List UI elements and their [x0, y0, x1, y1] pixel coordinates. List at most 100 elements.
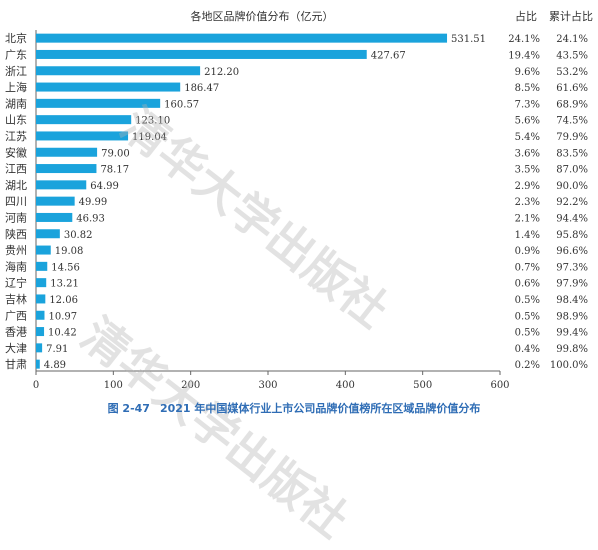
bar	[36, 66, 201, 76]
category-label: 吉林	[5, 292, 27, 306]
category-label: 安徽	[5, 145, 27, 159]
cumulative-share-label: 97.3%	[556, 262, 588, 273]
x-axis-ticks: 0 100 200 300 400 500 600	[33, 371, 510, 391]
category-label: 辽宁	[5, 276, 27, 290]
share-label: 0.6%	[515, 279, 540, 290]
x-tick-label: 0	[33, 380, 39, 391]
bar-chart: 各地区品牌价值分布（亿元） 占比 累计占比 北京 531.51 24.1% 24.1%…	[5, 9, 593, 391]
bar	[36, 229, 60, 239]
category-label: 上海	[5, 80, 27, 94]
category-label: 四川	[5, 195, 27, 208]
bar-value-label: 119.04	[132, 132, 167, 143]
share-label: 5.6%	[515, 116, 540, 127]
share-label: 2.3%	[515, 197, 540, 208]
cumulative-share-label: 53.2%	[556, 67, 588, 78]
category-label: 贵州	[5, 244, 27, 257]
bar	[36, 261, 48, 271]
bar-value-label: 160.57	[164, 99, 199, 110]
bar	[36, 180, 87, 190]
bar	[36, 115, 132, 125]
category-label: 陕西	[5, 227, 27, 241]
figure-caption: 图 2-47 2021 年中国媒体行业上市公司品牌价值榜所在区域品牌价值分布	[0, 400, 598, 416]
bar-value-label: 212.20	[204, 67, 239, 78]
cumulative-share-label: 43.5%	[556, 50, 588, 61]
category-label: 甘肃	[5, 358, 27, 371]
cumulative-share-label: 87.0%	[556, 165, 588, 176]
bar-value-label: 427.67	[371, 50, 406, 61]
x-tick-label: 100	[104, 380, 123, 391]
category-label: 大津	[5, 341, 27, 355]
cumulative-share-label: 61.6%	[556, 83, 588, 94]
x-tick-label: 500	[413, 380, 432, 391]
cumulative-share-label: 96.6%	[556, 246, 588, 257]
share-label: 9.6%	[515, 67, 540, 78]
cumulative-share-label: 90.0%	[556, 181, 588, 192]
share-label: 5.4%	[515, 132, 540, 143]
cumulative-share-label: 94.4%	[556, 213, 588, 224]
bar	[36, 196, 75, 206]
share-label: 0.5%	[515, 295, 540, 306]
chart-figure: 各地区品牌价值分布（亿元） 占比 累计占比 北京 531.51 24.1% 24.1%…	[0, 9, 598, 548]
bar	[36, 33, 448, 43]
bar-value-label: 49.99	[79, 197, 108, 208]
share-label: 7.3%	[515, 99, 540, 110]
bar-value-label: 46.93	[76, 213, 105, 224]
bar-value-label: 78.17	[100, 165, 129, 176]
bar	[36, 164, 97, 174]
cumulative-share-label: 79.9%	[556, 132, 588, 143]
category-label: 江苏	[5, 130, 27, 143]
category-label: 海南	[5, 259, 27, 273]
bar	[36, 131, 129, 141]
bar-value-label: 13.21	[50, 279, 79, 290]
x-tick-label: 600	[490, 380, 509, 391]
bar	[36, 327, 45, 337]
cumulative-share-label: 99.4%	[556, 328, 588, 339]
bar	[36, 49, 367, 59]
bar	[36, 245, 51, 255]
share-label: 3.5%	[515, 165, 540, 176]
cumulative-share-label: 95.8%	[556, 230, 588, 241]
share-label: 0.5%	[515, 311, 540, 322]
category-label: 山东	[5, 114, 27, 127]
share-label: 0.5%	[515, 328, 540, 339]
category-label: 江西	[5, 163, 27, 176]
bar-value-label: 64.99	[90, 181, 119, 192]
cumulative-share-label: 68.9%	[556, 99, 588, 110]
figure-number: 图 2-47	[107, 402, 150, 415]
bar	[36, 212, 73, 222]
cumulative-share-label: 98.4%	[556, 295, 588, 306]
bar	[36, 278, 47, 288]
bar-value-label: 14.56	[51, 262, 80, 273]
x-tick-label: 300	[258, 380, 277, 391]
x-tick-label: 400	[336, 380, 355, 391]
share-label: 19.4%	[508, 50, 540, 61]
cumulative-share-label: 97.9%	[556, 279, 588, 290]
cumulative-share-label: 100.0%	[550, 360, 588, 371]
bar	[36, 310, 45, 320]
share-label: 8.5%	[515, 83, 540, 94]
cumulative-share-label: 99.8%	[556, 344, 588, 355]
cumulative-share-label: 83.5%	[556, 148, 588, 159]
share-label: 2.9%	[515, 181, 540, 192]
bar-value-label: 10.42	[48, 328, 77, 339]
bar	[36, 98, 161, 108]
category-label: 香港	[5, 326, 27, 339]
bar	[36, 147, 98, 157]
bar-value-label: 7.91	[46, 344, 68, 355]
chart-title: 各地区品牌价值分布（亿元）	[191, 9, 334, 23]
bar-value-label: 186.47	[184, 83, 219, 94]
category-label: 湖南	[5, 97, 27, 110]
cumulative-share-label: 98.9%	[556, 311, 588, 322]
bar-rows: 北京 531.51 24.1% 24.1% 广东 427.67 19.4% 43.5% 浙江 21…	[5, 31, 588, 371]
share-label: 1.4%	[515, 230, 540, 241]
category-label: 北京	[5, 31, 27, 45]
cumulative-share-label: 92.2%	[556, 197, 588, 208]
figure-caption-text: 2021 年中国媒体行业上市公司品牌价值榜所在区域品牌价值分布	[159, 402, 481, 415]
bar	[36, 82, 181, 92]
x-tick-label: 200	[181, 380, 200, 391]
bar-value-label: 531.51	[451, 34, 486, 45]
cumulative-share-column-header: 累计占比	[549, 9, 593, 23]
bar-value-label: 123.10	[135, 116, 170, 127]
category-label: 广东	[5, 48, 27, 61]
share-label: 0.7%	[515, 262, 540, 273]
